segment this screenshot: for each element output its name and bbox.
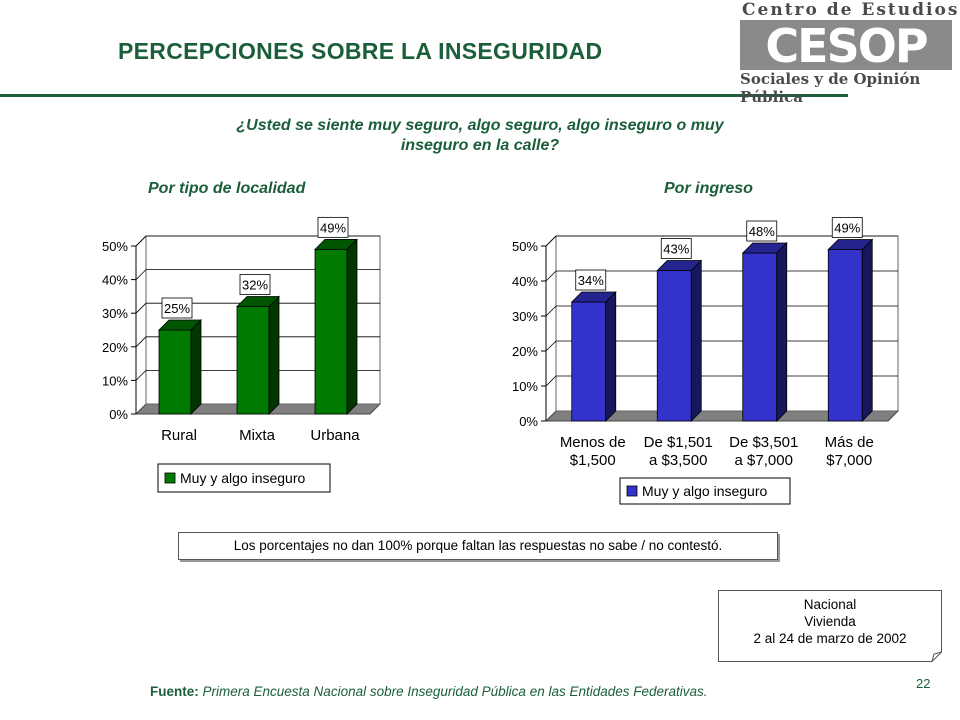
bar [236, 306, 270, 415]
logo-mark-text: CESOP [765, 20, 926, 70]
sample-info-box: Nacional Vivienda 2 al 24 de marzo de 20… [718, 590, 942, 662]
bar [827, 249, 863, 422]
x-tick-label: Rural [161, 427, 197, 444]
legend-box [619, 477, 791, 505]
source-text: Primera Encuesta Nacional sobre Inseguri… [202, 684, 708, 699]
x-tick-label: Urbana [310, 427, 360, 444]
logo-line-bottom: Sociales y de Opinión Pública [740, 70, 921, 106]
bar-top [741, 242, 788, 254]
bar-side [776, 242, 788, 422]
y-tick-label: 10% [512, 379, 538, 394]
y-tick-label: 30% [512, 309, 538, 324]
x-tick-label: Más de [825, 434, 874, 451]
question-line-2: inseguro en la calle? [400, 137, 560, 154]
legend-box [157, 463, 331, 493]
source-label: Fuente: [150, 684, 199, 699]
sample-dates: 2 al 24 de marzo de 2002 [753, 631, 907, 646]
legend-swatch [164, 472, 176, 484]
x-tick-label: De $1,501 [644, 434, 713, 451]
note-box: Los porcentajes no dan 100% porque falta… [178, 532, 778, 560]
data-label-box [239, 274, 271, 295]
bar [742, 252, 778, 422]
y-tick-label: 0% [109, 407, 128, 422]
bar-top [314, 238, 358, 250]
data-label: 25% [164, 301, 190, 316]
bar-top [656, 260, 703, 271]
legend-label: Muy y algo inseguro [642, 483, 768, 499]
source-citation: Fuente: Primera Encuesta Nacional sobre … [150, 684, 708, 699]
cesop-logo-mark: CESOP [740, 20, 952, 70]
bar [571, 301, 607, 422]
data-label-box [746, 220, 778, 242]
x-tick-label: $7,000 [826, 452, 872, 469]
y-tick-label: 0% [519, 414, 538, 429]
bar-top [158, 319, 202, 331]
bar-top [827, 239, 874, 250]
x-tick-label: a $7,000 [735, 452, 793, 469]
chart-subtitle-localidad: Por tipo de localidad [148, 180, 306, 197]
y-tick-label: 30% [102, 306, 128, 321]
slide-title: PERCEPCIONES SOBRE LA INSEGURIDAD [118, 38, 603, 64]
bar-top [570, 291, 617, 303]
gridline [135, 370, 380, 381]
data-label: 43% [663, 242, 689, 257]
note-shape [718, 590, 942, 662]
legend-label: Muy y algo inseguro [180, 470, 306, 486]
y-tick-label: 50% [102, 239, 128, 254]
x-tick-label: Mixta [239, 427, 275, 444]
y-tick-label: 40% [512, 274, 538, 289]
survey-question: ¿Usted se siente muy seguro, algo seguro… [170, 116, 790, 156]
y-tick-label: 50% [512, 239, 538, 254]
data-label: 48% [749, 224, 775, 239]
y-tick-label: 40% [102, 273, 128, 288]
gridline [135, 235, 380, 247]
bar-side [861, 238, 873, 422]
data-label: 34% [578, 273, 604, 288]
data-label-box [575, 269, 607, 291]
bar-side [346, 238, 358, 415]
y-tick-label: 10% [102, 373, 128, 388]
x-tick-label: De $3,501 [729, 434, 798, 451]
bar-top [236, 296, 280, 307]
y-tick-label: 20% [102, 340, 128, 355]
data-label-box [831, 217, 863, 238]
page-number: 22 [916, 676, 931, 691]
gridline [545, 235, 898, 247]
bar [656, 270, 692, 422]
gridline [135, 269, 380, 280]
title-divider [0, 94, 848, 97]
data-label-box [317, 216, 349, 238]
cesop-logo: Centro de Estudios CESOP Sociales y de O… [732, 0, 960, 106]
gridline [135, 336, 380, 348]
bar [314, 248, 348, 415]
data-label-box [660, 238, 692, 259]
x-tick-label: $1,500 [570, 452, 616, 469]
bar-side [190, 319, 202, 415]
data-label-box [161, 297, 193, 319]
sample-type: Vivienda [804, 614, 856, 629]
y-tick-label: 20% [512, 344, 538, 359]
data-label: 49% [834, 221, 860, 236]
gridline [135, 302, 380, 314]
legend-swatch [626, 485, 638, 497]
question-line-1: ¿Usted se siente muy seguro, algo seguro… [236, 117, 724, 134]
bar [158, 329, 192, 415]
data-label: 32% [242, 277, 268, 292]
data-label: 49% [320, 220, 346, 235]
bar-side [690, 259, 702, 422]
bar-side [268, 295, 280, 415]
x-tick-label: Menos de [560, 434, 626, 451]
logo-line-top: Centro de Estudios [742, 0, 960, 20]
bar-side [605, 291, 617, 422]
chart-subtitle-ingreso: Por ingreso [664, 180, 753, 197]
sample-scope: Nacional [803, 597, 857, 612]
x-tick-label: a $3,500 [649, 452, 707, 469]
